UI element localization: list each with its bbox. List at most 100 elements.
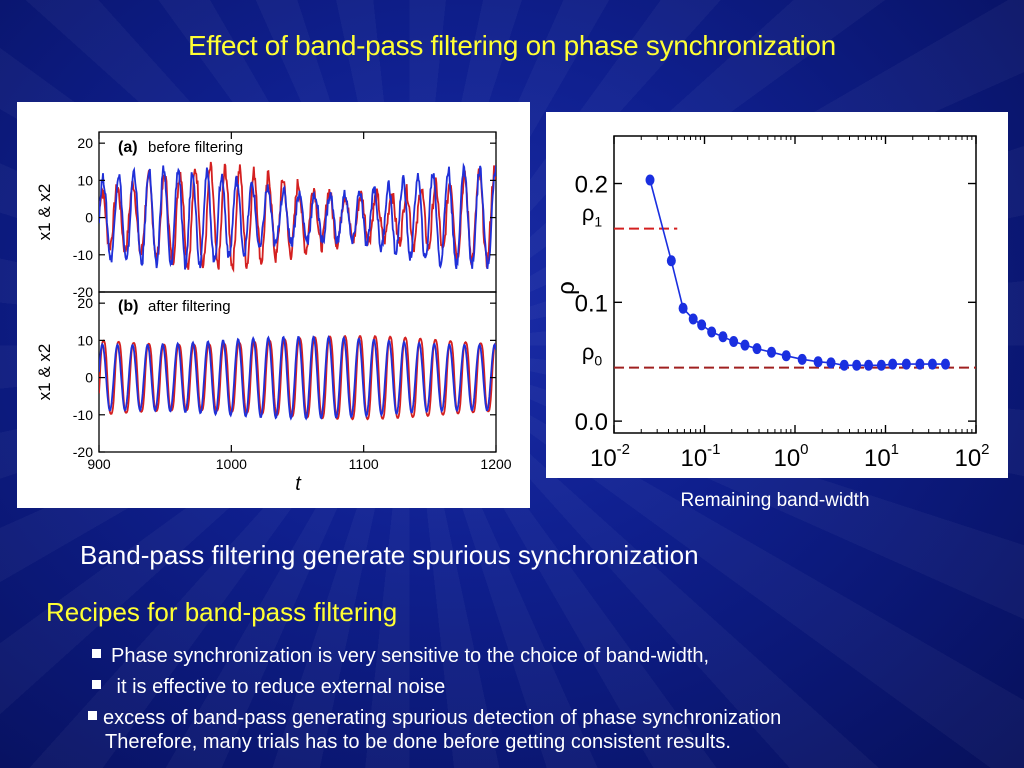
rho-data-point	[752, 343, 762, 355]
rho-data-point	[927, 358, 937, 370]
rho-data-point	[707, 326, 717, 338]
panel-a-ylabel: x1 & x2	[35, 184, 54, 241]
rho-ticks: 0.20.10.010-2 10-1 100 101 102	[575, 136, 990, 472]
panel-a-y-ticks: 20 10 0 -10 -20	[73, 135, 496, 300]
y-tick-label: 0.1	[575, 290, 608, 317]
time-series-figure: (a) before filtering 20 10 0 -10 -20 (b) aft…	[17, 102, 530, 508]
rho-data-point	[781, 350, 791, 362]
reference-label-symbol: ρ	[582, 340, 595, 365]
x-tick-exponent: -2	[617, 441, 630, 458]
x-tick-exponent: 1	[891, 441, 899, 458]
x-tick-label: 102	[954, 441, 989, 472]
recipes-title: Recipes for band-pass filtering	[46, 597, 398, 627]
panel-a: (a) before filtering 20 10 0 -10 -20	[73, 131, 497, 300]
rho-series	[645, 174, 950, 371]
x-tick-label: 10-2	[590, 441, 630, 472]
time-x-label: t	[295, 473, 302, 495]
list-item-text: Phase synchronization is very sensitive …	[111, 645, 710, 667]
x-tick-label: 101	[864, 441, 899, 472]
y-tick-label: 0.2	[575, 172, 608, 199]
conclusion-text: Therefore, many trials has to be done be…	[105, 731, 731, 753]
main-statement: Band-pass filtering generate spurious sy…	[80, 540, 699, 570]
y-tick-label: -10	[73, 247, 93, 263]
x-tick-base: 10	[680, 445, 707, 472]
x-tick-label: 1000	[216, 456, 247, 472]
list-item: it is effective to reduce external noise	[92, 672, 1012, 703]
y-tick-label: 0	[85, 210, 93, 226]
rho-data-point	[940, 358, 950, 370]
rho-data-point	[666, 255, 676, 267]
list-item-text: it is effective to reduce external noise	[111, 676, 446, 698]
panel-b-subtitle: after filtering	[148, 298, 231, 315]
reference-label-subscript: 0	[594, 353, 602, 369]
rho-data-point	[864, 359, 874, 371]
slide-title: Effect of band-pass filtering on phase s…	[188, 30, 836, 61]
panel-b: (b) after filtering 20 10 0 -10 -20	[73, 291, 497, 460]
rho-data-point	[645, 174, 655, 186]
list-item-text: excess of band-pass generating spurious …	[103, 707, 782, 729]
panel-b-y-ticks: 20 10 0 -10 -20	[73, 295, 496, 460]
y-tick-label: -20	[73, 284, 93, 300]
list-item: Phase synchronization is very sensitive …	[92, 641, 1012, 672]
rho-data-point	[740, 339, 750, 351]
x-tick-base: 10	[773, 445, 800, 472]
x-tick-base: 10	[954, 445, 981, 472]
bullet-square-icon	[88, 711, 97, 720]
x-tick-exponent: 0	[800, 441, 808, 458]
panel-a-subtitle: before filtering	[148, 139, 243, 156]
rho-data-point	[852, 359, 862, 371]
x-tick-base: 10	[590, 445, 617, 472]
rho-data-point	[876, 359, 886, 371]
rho-data-point	[718, 331, 728, 343]
x-tick-label: 1200	[480, 456, 511, 472]
x-tick-base: 10	[864, 445, 891, 472]
panel-b-frame	[98, 291, 497, 453]
rho-data-point	[826, 357, 836, 369]
rho-data-point	[839, 359, 849, 371]
x-tick-label: 900	[87, 456, 111, 472]
rho-series-line	[649, 179, 946, 367]
rho-data-point	[767, 346, 777, 358]
rho-data-point	[797, 353, 807, 365]
panel-a-series	[99, 161, 496, 273]
rho-frame	[613, 135, 977, 434]
panel-b-series	[99, 334, 496, 421]
y-tick-label: 20	[77, 135, 93, 151]
series-line-x2	[99, 162, 496, 270]
rho-data-point	[688, 313, 698, 325]
y-tick-label: 10	[77, 172, 93, 188]
rho-data-point	[729, 336, 739, 348]
x-tick-exponent: 2	[981, 441, 989, 458]
x-tick-exponent: -1	[707, 441, 720, 458]
panel-a-label: (a)	[118, 139, 138, 156]
figure-caption: Remaining band-width	[680, 490, 870, 511]
y-tick-label: 20	[77, 295, 93, 311]
bullet-square-icon	[92, 649, 101, 658]
x-tick-label: 10-1	[680, 441, 720, 472]
y-tick-label: 10	[77, 332, 93, 348]
time-series-svg: (a) before filtering 20 10 0 -10 -20 (b) aft…	[35, 131, 512, 495]
reference-label: ρ1	[582, 201, 603, 230]
rho-figure: 0.2 0.1 0.0 10-2 10-1 100 101 102 ρ1 ρ0 ρ	[546, 112, 1008, 478]
y-tick-label: 0	[85, 370, 93, 386]
y-tick-label: 0.0	[575, 409, 608, 436]
rho-ylabel: ρ	[553, 281, 580, 295]
bullet-square-icon	[92, 680, 101, 689]
rho-data-point	[888, 358, 898, 370]
rho-data-point	[813, 356, 823, 368]
series-line-x1	[99, 334, 496, 421]
y-tick-label: -20	[73, 444, 93, 460]
x-tick-label: 1100	[349, 456, 379, 472]
x-tick-label: 100	[773, 441, 808, 472]
list-item: excess of band-pass generating spurious …	[88, 703, 1012, 734]
rho-data-point	[697, 319, 707, 331]
rho-data-point	[678, 302, 688, 314]
recipes-list: Phase synchronization is very sensitive …	[88, 641, 1012, 734]
y-tick-label: -10	[73, 407, 93, 423]
reference-label: ρ0	[582, 340, 603, 369]
panel-b-ylabel: x1 & x2	[35, 344, 54, 401]
reference-label-subscript: 1	[594, 214, 602, 230]
rho-data-point	[901, 358, 911, 370]
